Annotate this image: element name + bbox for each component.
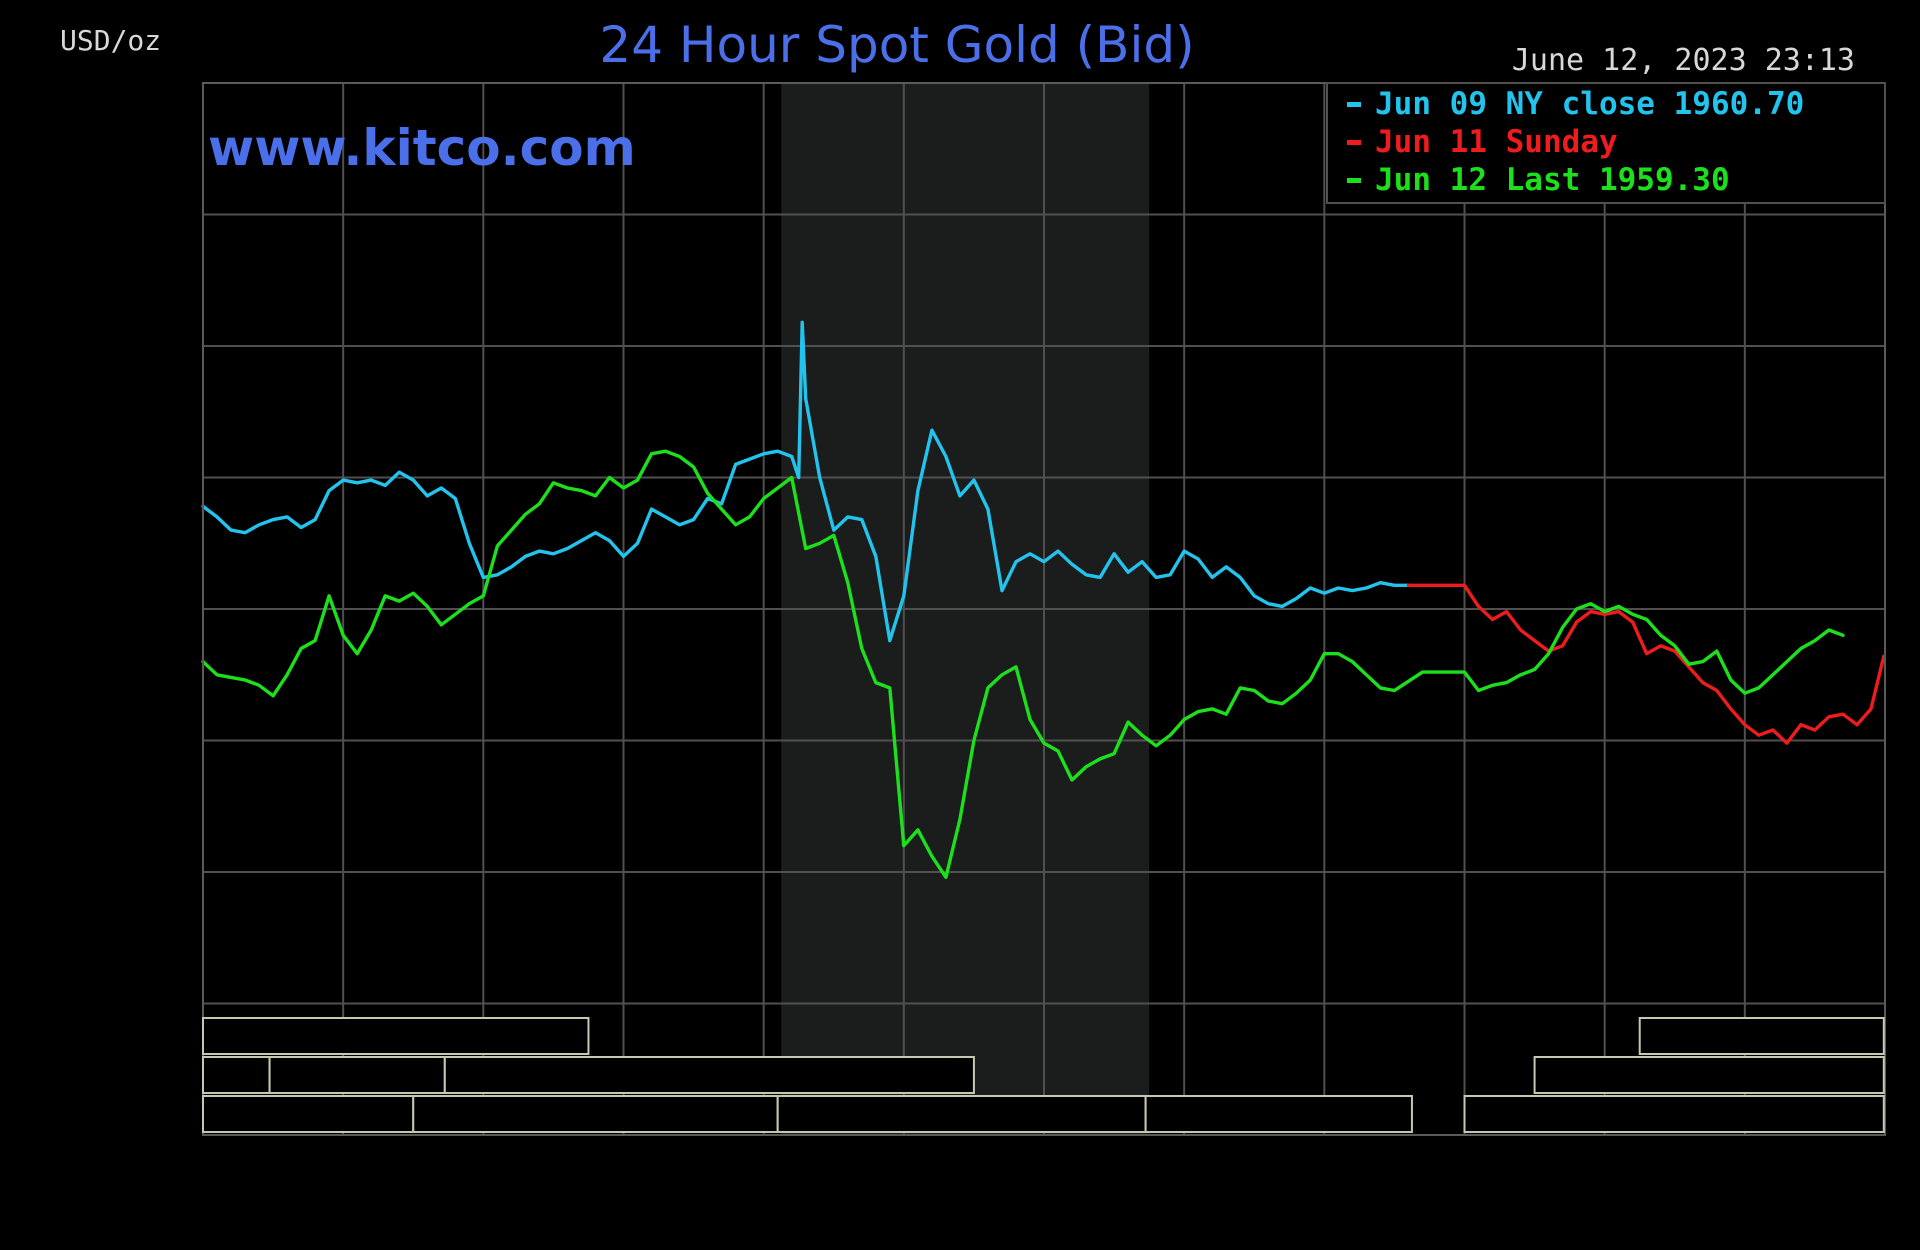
market-box xyxy=(443,1056,975,1094)
timestamp: June 12, 2023 23:13 xyxy=(1512,43,1855,78)
legend-part: Jun 11 xyxy=(1375,124,1487,160)
plot-border xyxy=(202,82,1886,1136)
market-box xyxy=(776,1095,1147,1133)
market-box xyxy=(202,1056,271,1094)
market-box xyxy=(202,1017,590,1055)
legend-part: Sunday xyxy=(1487,124,1618,160)
legend-part: NY close xyxy=(1487,86,1655,122)
series-layer xyxy=(201,320,1886,879)
legend-swatch xyxy=(1347,178,1361,183)
unit-label: USD/oz xyxy=(60,24,161,57)
market-box xyxy=(202,1095,415,1133)
market-box xyxy=(268,1056,446,1094)
legend-entry: Jun 09 NY close 1960.70 xyxy=(1375,86,1804,122)
market-box xyxy=(412,1095,779,1133)
series-line-jun09 xyxy=(201,320,1411,643)
legend-part: 1959.30 xyxy=(1580,162,1729,198)
market-box xyxy=(1533,1056,1885,1094)
legend-part: 1960.70 xyxy=(1655,86,1804,122)
series-line-jun11 xyxy=(1406,583,1886,745)
legend-swatch xyxy=(1347,102,1361,107)
series-line-jun12 xyxy=(201,449,1845,879)
legend-part: Last xyxy=(1487,162,1580,198)
legend-entry: Jun 11 Sunday xyxy=(1375,124,1618,160)
legend-part: Jun 09 xyxy=(1375,86,1487,122)
market-sessions xyxy=(202,1017,1885,1133)
market-box xyxy=(1144,1095,1413,1133)
grid xyxy=(203,83,1885,1135)
legend-entry: Jun 12 Last 1959.30 xyxy=(1375,162,1730,198)
market-box xyxy=(1463,1095,1885,1133)
watermark-kitco: www.kitco.com xyxy=(208,119,636,177)
market-box xyxy=(1638,1017,1885,1055)
legend-box xyxy=(1326,82,1886,204)
legend-part: Jun 12 xyxy=(1375,162,1487,198)
legend-swatch xyxy=(1347,140,1361,145)
chart-title: 24 Hour Spot Gold (Bid) xyxy=(599,16,1194,74)
